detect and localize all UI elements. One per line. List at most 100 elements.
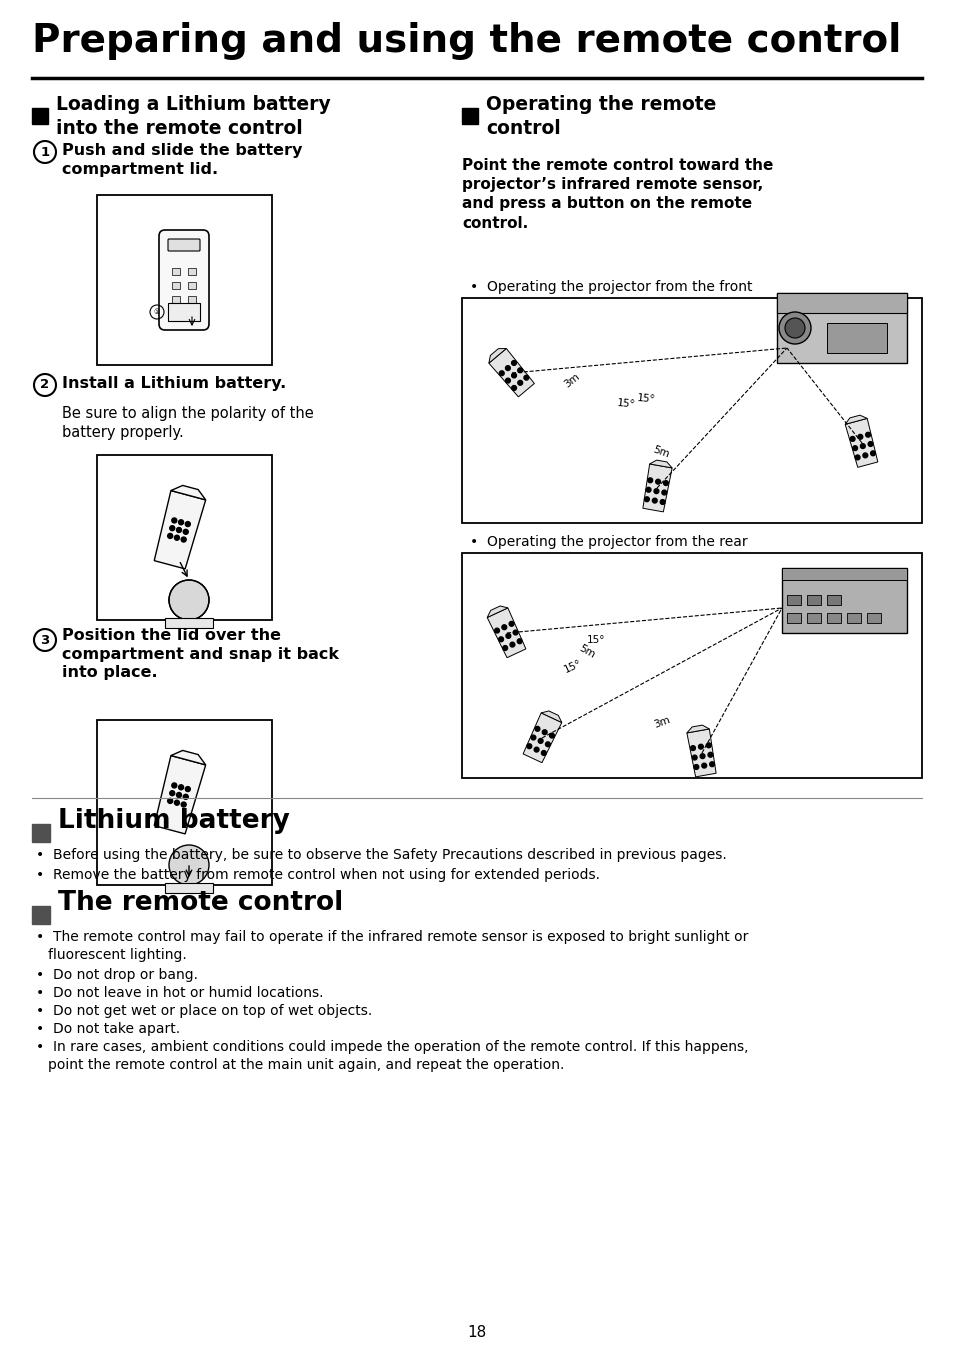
Circle shape xyxy=(693,765,698,769)
Circle shape xyxy=(511,385,516,391)
Circle shape xyxy=(181,802,186,807)
Circle shape xyxy=(176,792,181,798)
Text: •  Do not drop or bang.: • Do not drop or bang. xyxy=(36,968,198,982)
Circle shape xyxy=(709,761,714,767)
Bar xyxy=(188,296,195,303)
Circle shape xyxy=(779,312,810,343)
Circle shape xyxy=(526,744,531,749)
Text: Operating the remote
control: Operating the remote control xyxy=(485,95,716,138)
Bar xyxy=(97,456,272,621)
Text: 3m: 3m xyxy=(561,372,580,389)
Bar xyxy=(172,268,180,274)
Polygon shape xyxy=(488,349,534,397)
Circle shape xyxy=(645,487,650,492)
Circle shape xyxy=(517,368,522,373)
Bar xyxy=(172,296,180,303)
Bar xyxy=(786,595,801,604)
Bar xyxy=(846,612,861,623)
Circle shape xyxy=(870,452,875,456)
Circle shape xyxy=(169,845,209,886)
Circle shape xyxy=(690,746,695,750)
Circle shape xyxy=(541,730,546,734)
Text: Position the lid over the
compartment and snap it back
into place.: Position the lid over the compartment an… xyxy=(62,627,338,680)
Text: •  Operating the projector from the front: • Operating the projector from the front xyxy=(470,280,752,293)
Bar xyxy=(781,568,906,633)
Text: •  Operating the projector from the rear: • Operating the projector from the rear xyxy=(470,535,747,549)
Circle shape xyxy=(534,748,538,752)
Circle shape xyxy=(185,787,191,791)
Text: 18: 18 xyxy=(467,1325,486,1340)
Bar xyxy=(866,612,880,623)
Text: 3m: 3m xyxy=(651,715,671,730)
Circle shape xyxy=(661,491,666,495)
Text: fluorescent lighting.: fluorescent lighting. xyxy=(48,948,187,963)
Text: Push and slide the battery
compartment lid.: Push and slide the battery compartment l… xyxy=(62,143,302,177)
Text: •  In rare cases, ambient conditions could impede the operation of the remote co: • In rare cases, ambient conditions coul… xyxy=(36,1040,748,1055)
Bar xyxy=(776,293,906,362)
Bar xyxy=(32,108,48,124)
Text: •  Do not take apart.: • Do not take apart. xyxy=(36,1022,180,1036)
Circle shape xyxy=(505,634,510,638)
Polygon shape xyxy=(171,485,206,500)
Circle shape xyxy=(505,365,510,370)
Bar xyxy=(188,268,195,274)
Circle shape xyxy=(852,446,857,450)
Text: 5m: 5m xyxy=(651,445,671,460)
Polygon shape xyxy=(844,415,866,425)
Text: Point the remote control toward the
projector’s infrared remote sensor,
and pres: Point the remote control toward the proj… xyxy=(461,158,773,231)
Bar xyxy=(97,721,272,886)
Circle shape xyxy=(183,530,188,534)
Circle shape xyxy=(170,791,174,796)
Polygon shape xyxy=(649,460,672,468)
Circle shape xyxy=(663,481,668,485)
Polygon shape xyxy=(488,349,506,364)
Text: •  Do not leave in hot or humid locations.: • Do not leave in hot or humid locations… xyxy=(36,986,323,1000)
Circle shape xyxy=(185,522,191,526)
Bar xyxy=(806,595,821,604)
Circle shape xyxy=(178,784,183,790)
Circle shape xyxy=(860,443,864,449)
Bar xyxy=(776,293,906,314)
Circle shape xyxy=(498,637,503,642)
Circle shape xyxy=(169,580,209,621)
Text: ①: ① xyxy=(153,310,160,315)
Text: Preparing and using the remote control: Preparing and using the remote control xyxy=(32,22,901,59)
Text: 15°: 15° xyxy=(637,393,656,406)
Polygon shape xyxy=(487,606,507,618)
Text: 3: 3 xyxy=(40,634,50,646)
FancyBboxPatch shape xyxy=(168,239,200,251)
Polygon shape xyxy=(642,464,672,512)
Circle shape xyxy=(647,477,652,483)
Circle shape xyxy=(707,752,712,757)
Circle shape xyxy=(178,519,183,525)
Circle shape xyxy=(700,754,704,758)
Circle shape xyxy=(181,537,186,542)
FancyBboxPatch shape xyxy=(159,230,209,330)
Circle shape xyxy=(509,622,514,626)
Circle shape xyxy=(505,379,510,383)
Polygon shape xyxy=(522,713,561,763)
Polygon shape xyxy=(686,729,716,777)
Text: 1: 1 xyxy=(40,146,50,158)
Circle shape xyxy=(501,625,506,630)
Circle shape xyxy=(517,380,522,385)
Polygon shape xyxy=(154,756,206,834)
Circle shape xyxy=(537,738,542,744)
Text: •  Before using the battery, be sure to observe the Safety Precautions described: • Before using the battery, be sure to o… xyxy=(36,848,726,863)
Polygon shape xyxy=(540,711,561,722)
Polygon shape xyxy=(487,608,525,657)
Circle shape xyxy=(854,456,859,460)
Bar xyxy=(165,618,213,627)
Bar xyxy=(97,195,272,365)
Circle shape xyxy=(654,489,659,493)
Text: point the remote control at the main unit again, and repeat the operation.: point the remote control at the main uni… xyxy=(48,1059,564,1072)
Bar xyxy=(826,323,886,353)
Circle shape xyxy=(644,496,649,502)
Circle shape xyxy=(172,518,176,523)
Circle shape xyxy=(659,500,664,504)
Circle shape xyxy=(705,742,710,748)
Circle shape xyxy=(652,498,657,503)
Text: 15°: 15° xyxy=(586,635,605,645)
Circle shape xyxy=(849,437,854,441)
Circle shape xyxy=(862,453,867,458)
